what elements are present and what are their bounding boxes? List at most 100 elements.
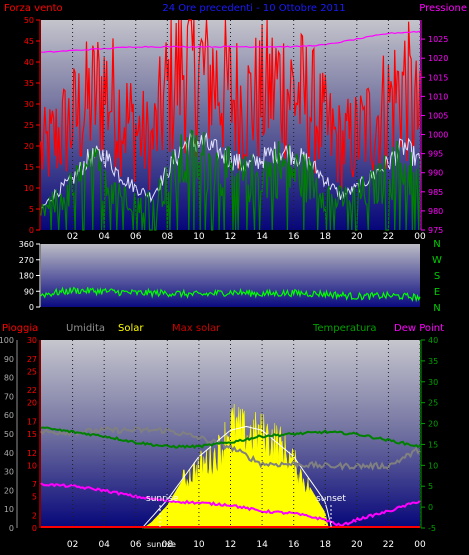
temperature-y-tick-label: 10 [428, 461, 438, 470]
pressure-axis-title: Pressione [419, 3, 467, 14]
rain-y-tick-label: 22 [27, 386, 37, 395]
wind-x-tick-label: 16 [288, 232, 300, 242]
temperature-y-tick-label: 5 [428, 482, 433, 491]
wind-y-tick-label: 45 [24, 37, 34, 46]
series-line-vento [40, 129, 421, 231]
rain-y-tick-label: 5 [32, 493, 37, 502]
direction-y-tick-label: 0 [29, 303, 34, 312]
pressure-y-tick-label: 1010 [428, 92, 448, 101]
temperature-y-tick-label: 20 [428, 420, 438, 429]
pressure-y-tick-label: 1020 [428, 54, 448, 63]
rain-y-tick-label: 25 [27, 367, 37, 376]
wind-x-tick-label: 12 [225, 232, 236, 242]
rain-y-tick-label: 12 [27, 449, 37, 458]
humidity-y-tick-label: 0 [9, 524, 14, 533]
wind-y-tick-label: 30 [24, 100, 34, 109]
environment-x-tick-label: 00 [414, 540, 426, 550]
wind-x-tick-label: 14 [256, 232, 268, 242]
humidity-y-tick-label: 50 [4, 430, 14, 439]
wind-x-tick-label: 18 [320, 232, 332, 242]
wind-x-tick-label: 04 [98, 232, 110, 242]
compass-label: S [434, 271, 440, 282]
rain-y-tick-label: 20 [27, 399, 37, 408]
pressure-y-tick-label: 990 [428, 169, 443, 178]
environment-x-tick-label: 02 [67, 540, 78, 550]
rain-y-tick-label: 2 [32, 511, 37, 520]
legend-max-solar: Max solar [172, 323, 221, 334]
compass-label: E [434, 287, 440, 298]
temperature-y-tick-label: 25 [428, 399, 438, 408]
pressure-y-tick-label: 1000 [428, 131, 448, 140]
environment-x-tick-label: 14 [256, 540, 268, 550]
environment-x-tick-label: 20 [351, 540, 363, 550]
wind-x-tick-label: 06 [130, 232, 142, 242]
wind-y-tick-label: 25 [24, 121, 34, 130]
environment-x-tick-label: 10 [193, 540, 205, 550]
series-line-direzione [40, 286, 421, 303]
pressure-y-tick-label: 1025 [428, 35, 448, 44]
direction-y-tick-label: 270 [19, 256, 34, 265]
environment-x-tick-label: 18 [320, 540, 332, 550]
pressure-y-tick-label: 980 [428, 207, 443, 216]
wind-y-tick-label: 40 [24, 58, 34, 67]
sunrise-label: sunrise [146, 494, 179, 504]
environment-x-tick-label: 08 [162, 540, 174, 550]
pressure-y-tick-label: 1005 [428, 111, 448, 120]
environment-chart: Pioggia Umidita Solar Max solar Temperat… [0, 323, 444, 550]
temperature-y-tick-label: 35 [428, 357, 438, 366]
wind-x-tick-label: 00 [414, 232, 426, 242]
humidity-y-tick-label: 100 [0, 336, 14, 345]
compass-label: W [432, 255, 442, 266]
legend-solar: Solar [118, 323, 144, 334]
environment-x-tick-label: 22 [383, 540, 394, 550]
environment-x-tick-label: 12 [225, 540, 236, 550]
temperature-y-tick-label: 40 [428, 336, 438, 345]
wind-x-tick-label: 08 [162, 232, 174, 242]
legend-umidita: Umidita [66, 323, 105, 334]
rain-y-tick-label: 27 [27, 355, 37, 364]
direction-y-tick-label: 360 [19, 240, 34, 249]
series-line-dew-point [40, 482, 421, 527]
wind-y-tick-label: 50 [24, 16, 34, 25]
direction-y-tick-label: 90 [24, 287, 34, 296]
sunset-label: sunset [316, 494, 346, 504]
environment-x-tick-label: 04 [98, 540, 110, 550]
legend-temperatura: Temperatura [312, 323, 377, 334]
series-line-raffica [40, 19, 421, 191]
wind-pressure-chart: Forza vento 24 Ore precedenti - 10 Ottob… [4, 3, 467, 242]
rain-y-tick-label: 7 [32, 480, 37, 489]
humidity-y-tick-label: 60 [4, 411, 14, 420]
wind-y-tick-label: 5 [29, 205, 34, 214]
wind-x-tick-label: 20 [351, 232, 363, 242]
temperature-y-tick-label: 15 [428, 440, 438, 449]
wind-y-tick-label: 0 [29, 226, 34, 235]
humidity-y-tick-label: 70 [4, 392, 14, 401]
wind-y-tick-label: 10 [24, 184, 34, 193]
legend-pioggia: Pioggia [2, 323, 38, 334]
rain-y-tick-label: 15 [27, 430, 37, 439]
wind-y-tick-label: 15 [24, 163, 34, 172]
humidity-y-tick-label: 30 [4, 468, 14, 477]
pressure-y-tick-label: 975 [428, 226, 443, 235]
legend-dew-point: Dew Point [394, 323, 444, 334]
humidity-y-tick-label: 40 [4, 449, 14, 458]
wind-x-tick-label: 02 [67, 232, 78, 242]
wind-axis-title: Forza vento [4, 3, 63, 14]
pressure-y-tick-label: 995 [428, 150, 443, 159]
rain-y-tick-label: 17 [27, 417, 37, 426]
environment-x-tick-label: 06 [130, 540, 142, 550]
direction-y-tick-label: 180 [19, 272, 34, 281]
compass-label: N [433, 303, 440, 314]
sunrise-axis-label: sunrise [147, 540, 176, 549]
environment-x-tick-label: 16 [288, 540, 300, 550]
compass-label: N [433, 239, 440, 250]
humidity-y-tick-label: 20 [4, 486, 14, 495]
pressure-y-tick-label: 985 [428, 188, 443, 197]
humidity-y-tick-label: 80 [4, 374, 14, 383]
wind-x-tick-label: 10 [193, 232, 205, 242]
direction-plot-background [41, 244, 420, 307]
wind-chart-title: 24 Ore precedenti - 10 Ottobre 2011 [162, 3, 345, 14]
wind-x-tick-label: 22 [383, 232, 394, 242]
